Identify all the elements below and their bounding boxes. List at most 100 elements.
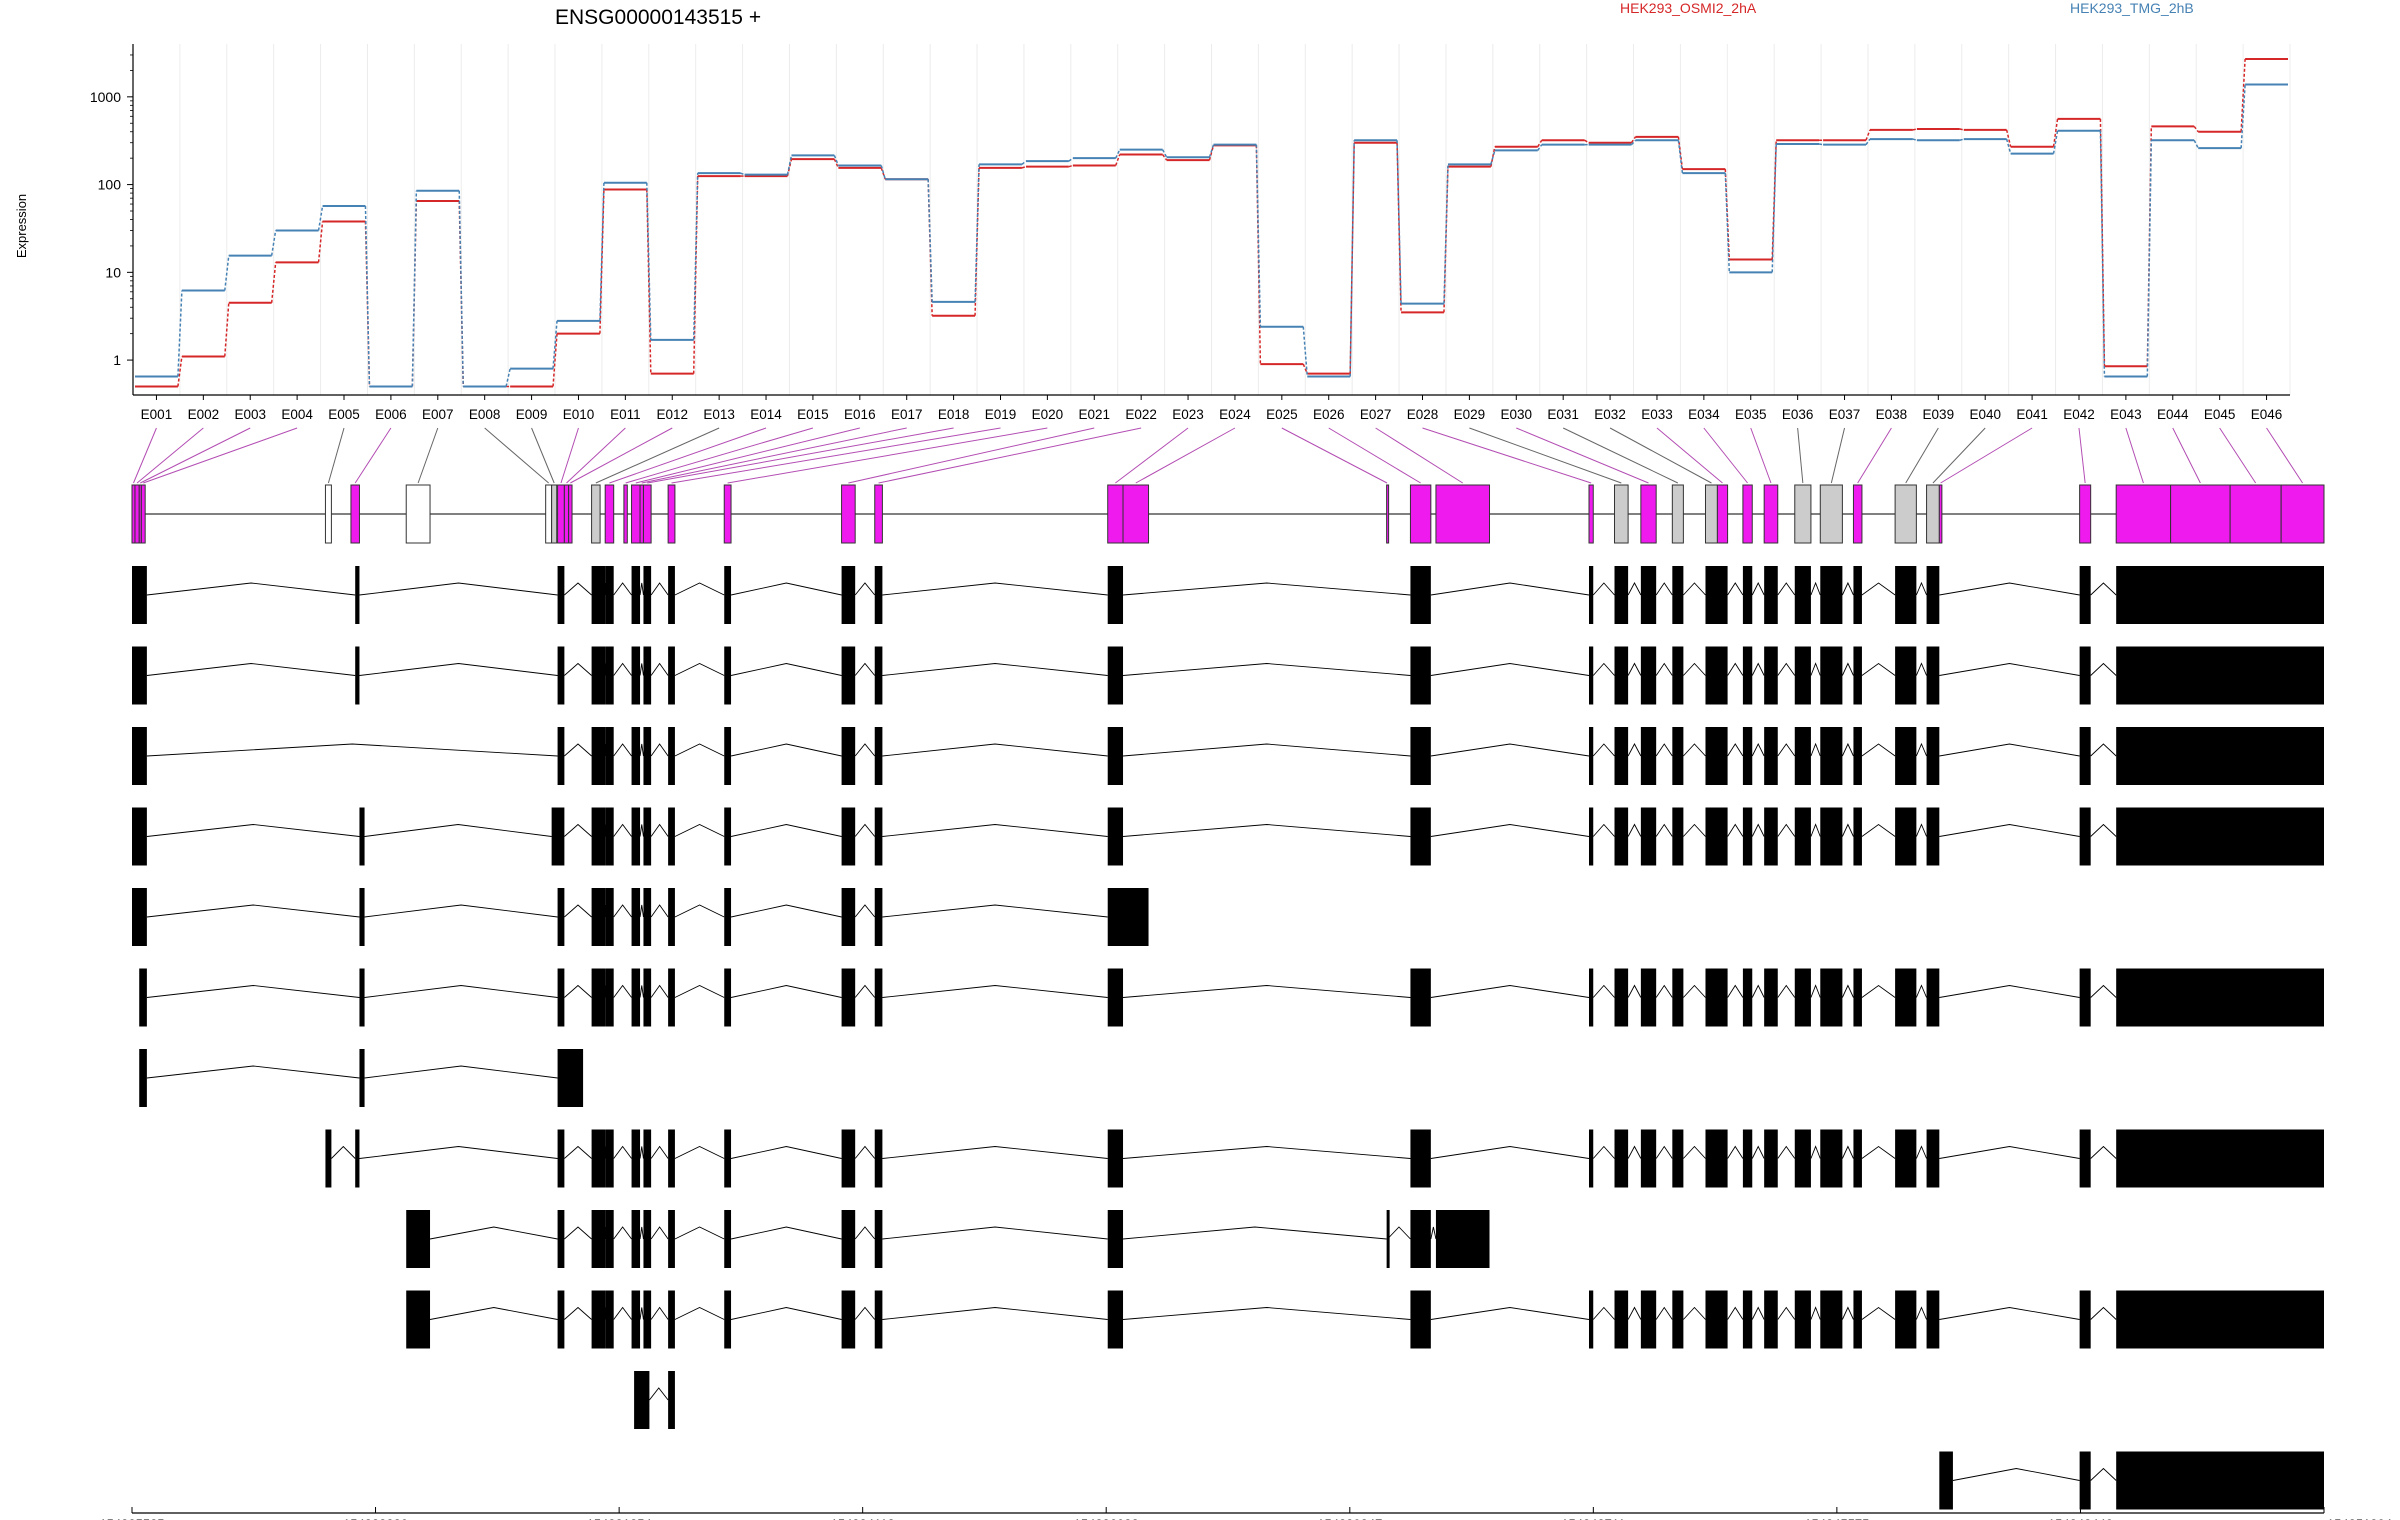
- exon-bin: [568, 484, 573, 544]
- intron: [1810, 742, 1821, 757]
- intron: [1810, 823, 1821, 837]
- intron: [359, 1146, 558, 1159]
- intron: [146, 743, 558, 757]
- exon-block: [1705, 1129, 1728, 1188]
- exon-block: [1895, 1290, 1917, 1349]
- exon-bin: [563, 484, 570, 544]
- exon-block: [1107, 566, 1124, 624]
- y-tick-label: 100: [98, 177, 122, 193]
- exon-block: [1614, 807, 1629, 866]
- exon-block: [631, 807, 641, 866]
- exon-block: [1926, 1290, 1940, 1349]
- intron: [146, 663, 356, 676]
- exon-block: [591, 1129, 606, 1188]
- exon-block: [631, 968, 641, 1027]
- exon-block: [605, 807, 614, 866]
- exon-block: [1764, 646, 1778, 705]
- intron: [1939, 1146, 2080, 1159]
- exon-block: [668, 888, 675, 946]
- exon-block: [1107, 968, 1124, 1027]
- intron: [1777, 1306, 1796, 1320]
- intron: [1939, 663, 2080, 676]
- intron: [1915, 823, 1927, 837]
- exon-bin: [1671, 484, 1684, 544]
- intron: [854, 1226, 876, 1240]
- intron: [1430, 743, 1590, 757]
- intron: [650, 984, 669, 998]
- intron: [650, 904, 669, 918]
- connector: [224, 255, 230, 291]
- exon-label: E020: [1032, 407, 1064, 422]
- exon-mapping-line: [878, 427, 1142, 484]
- intron: [1627, 743, 1642, 757]
- exon-block: [2079, 968, 2091, 1027]
- intron: [1810, 1306, 1821, 1320]
- exon-label: E010: [563, 407, 595, 422]
- exon-mapping-line: [1932, 427, 1986, 484]
- exon-label: E039: [1923, 407, 1955, 422]
- intron: [1861, 743, 1896, 757]
- intron: [639, 824, 644, 837]
- exon-label: E011: [610, 407, 641, 422]
- exon-block: [1820, 1290, 1843, 1349]
- exon-block: [1672, 1290, 1684, 1349]
- intron: [882, 824, 1108, 837]
- exon-label: E037: [1829, 407, 1861, 422]
- intron: [1592, 984, 1615, 998]
- intron: [1592, 743, 1615, 757]
- connector: [1630, 136, 1637, 144]
- exon-block: [557, 1129, 565, 1188]
- intron: [730, 824, 842, 837]
- intron: [1939, 985, 2080, 998]
- intron: [1751, 823, 1765, 837]
- exon-block: [724, 1210, 732, 1268]
- intron: [613, 823, 632, 837]
- genome-tick-label: 154339847: [1317, 1517, 1382, 1520]
- exon-block: [1107, 727, 1124, 785]
- exon-label: E007: [422, 407, 454, 422]
- exon-block: [605, 968, 614, 1027]
- exon-block: [1939, 1451, 1953, 1510]
- exon-block: [1853, 566, 1862, 624]
- exon-bin: [1894, 484, 1917, 544]
- exon-block: [355, 566, 360, 624]
- intron: [146, 985, 360, 998]
- exon-block: [1672, 566, 1684, 624]
- intron: [1627, 984, 1642, 998]
- intron: [359, 663, 558, 676]
- transcript-2: [132, 646, 2324, 705]
- intron: [650, 1226, 669, 1240]
- exon-block: [1794, 1290, 1811, 1349]
- exon-label: E045: [2204, 407, 2236, 422]
- intron: [639, 904, 644, 918]
- exon-block: [1926, 807, 1940, 866]
- exon-block: [631, 1129, 641, 1188]
- exon-block: [1820, 566, 1843, 624]
- exon-block: [139, 968, 147, 1027]
- exon-bin: [1763, 484, 1779, 544]
- exon-block: [1107, 646, 1124, 705]
- exon-block: [1764, 727, 1778, 785]
- exon-bin: [1716, 484, 1729, 544]
- intron: [1952, 1468, 2080, 1481]
- intron: [564, 1226, 592, 1240]
- exon-label: E008: [469, 407, 501, 422]
- legend-entry-series-2: HEK293_TMG_2hB: [2070, 0, 2194, 16]
- exon-mapping-line: [2266, 427, 2303, 484]
- connector: [177, 290, 183, 377]
- intron: [1727, 823, 1744, 837]
- intron: [2090, 1145, 2117, 1159]
- exon-block: [643, 1290, 652, 1349]
- exon-mapping-line: [1115, 427, 1189, 484]
- transcript-4: [132, 807, 2324, 866]
- y-tick-label: 10: [105, 264, 121, 280]
- exon-mapping-line: [417, 427, 439, 484]
- exon-block: [668, 1371, 675, 1429]
- intron: [613, 904, 632, 918]
- exon-block: [359, 968, 365, 1027]
- exon-label: E022: [1125, 407, 1157, 422]
- exon-block: [605, 646, 614, 705]
- exon-block: [668, 968, 675, 1027]
- exon-block: [2116, 1451, 2324, 1510]
